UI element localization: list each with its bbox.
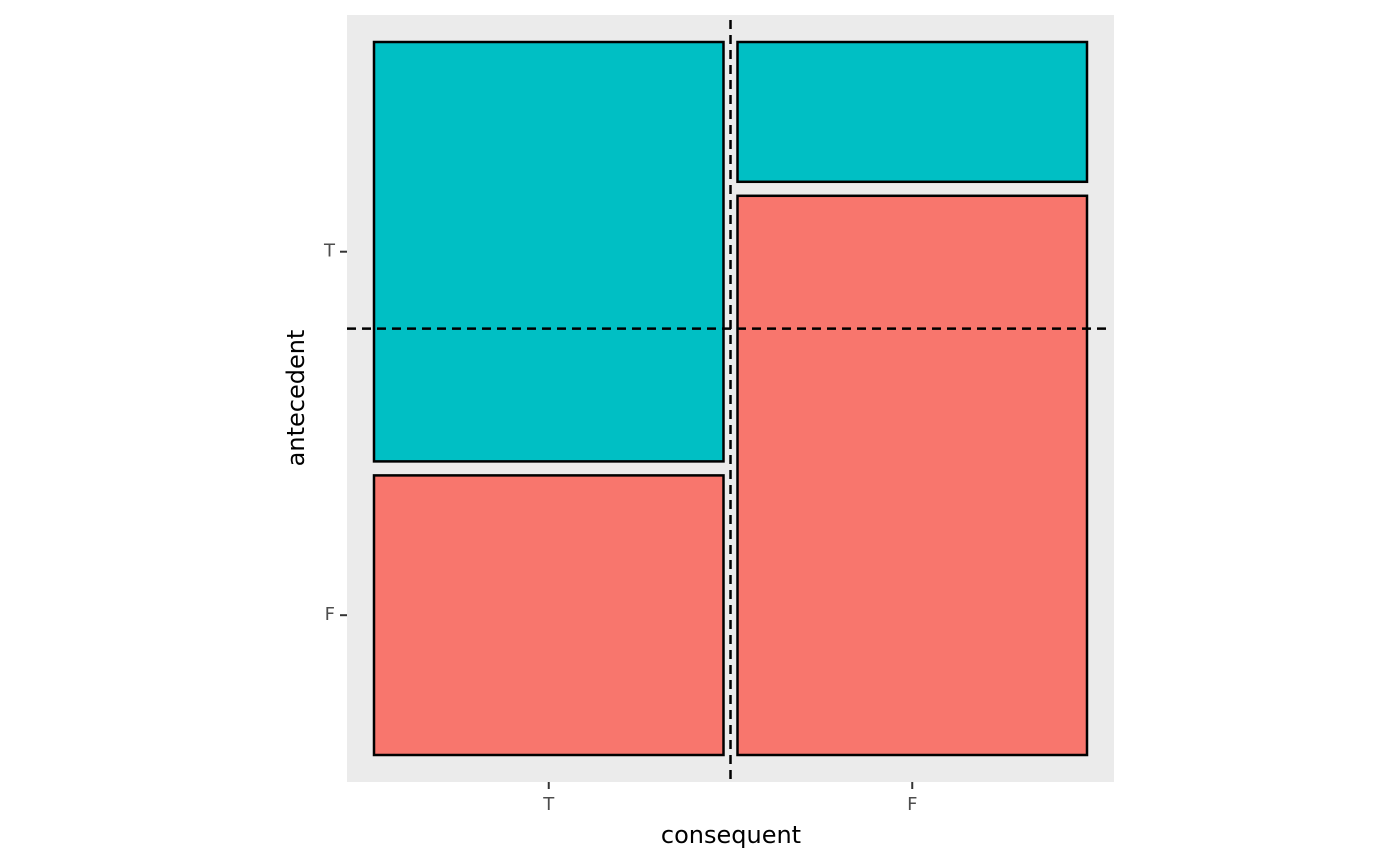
x-axis-title: consequent — [661, 821, 801, 849]
x-tick-label: F — [907, 794, 917, 815]
tile — [736, 40, 1089, 184]
y-axis-title: antecedent — [282, 330, 310, 467]
tile — [372, 474, 725, 757]
tile — [372, 40, 725, 463]
y-tick-label: T — [323, 241, 336, 262]
y-tick-label: F — [325, 604, 335, 625]
x-tick-label: T — [542, 794, 555, 815]
tile — [736, 194, 1089, 757]
